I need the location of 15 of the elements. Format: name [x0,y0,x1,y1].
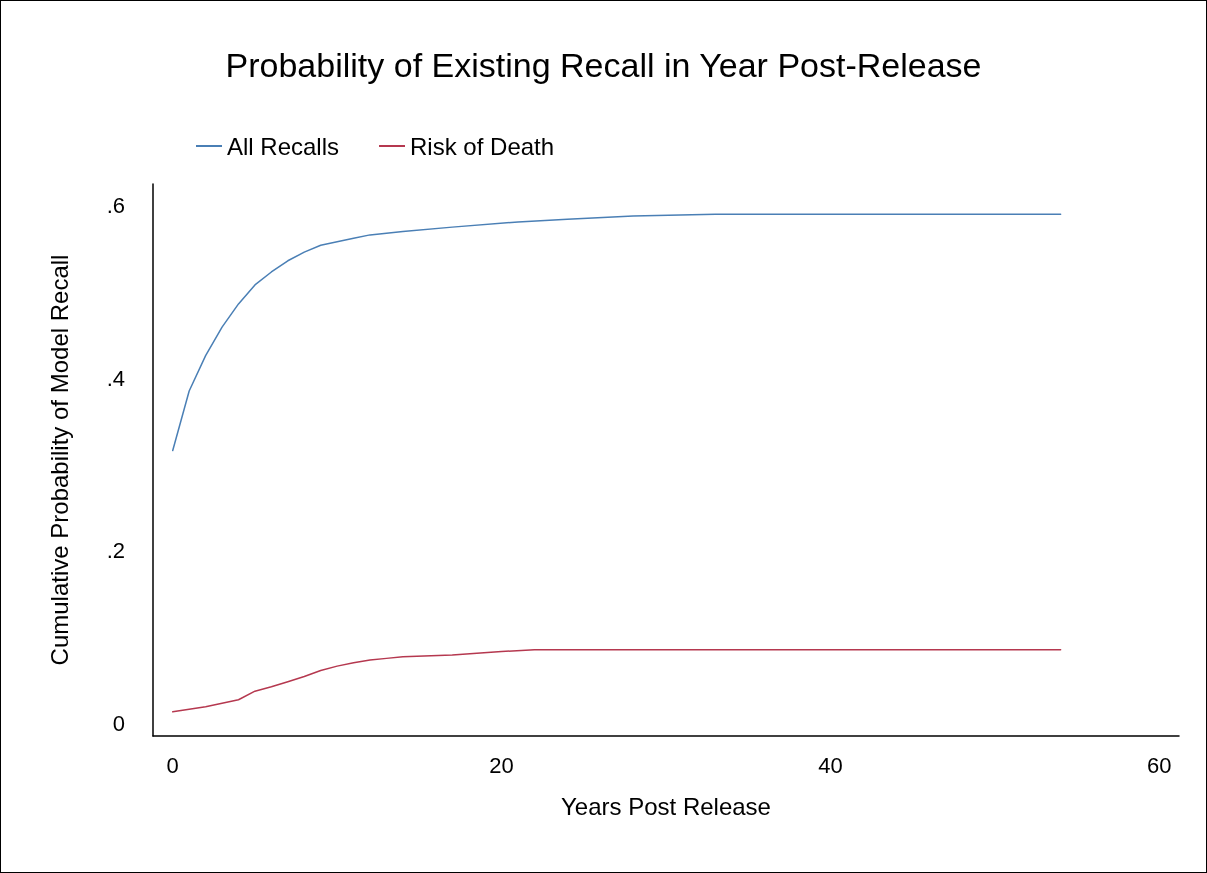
line-series [171,213,1062,452]
y-tick-label: 0 [112,710,125,736]
chart-title: Probability of Existing Recall in Year Post-Release [225,46,982,84]
x-tick-label: 0 [166,752,179,778]
legend-label: All Recalls [227,132,340,160]
y-tick-label: .4 [106,365,125,391]
y-axis-title: Cumulative Probability of Model Recall [45,254,73,666]
line-series [171,649,1062,713]
x-axis-title: Years Post Release [561,792,771,820]
x-tick-label: 40 [818,752,843,778]
y-tick-label: .6 [106,193,125,219]
y-tick-label: .2 [106,538,125,564]
x-tick-label: 20 [489,752,514,778]
x-tick-label: 60 [1147,752,1172,778]
legend-label: Risk of Death [410,132,555,160]
